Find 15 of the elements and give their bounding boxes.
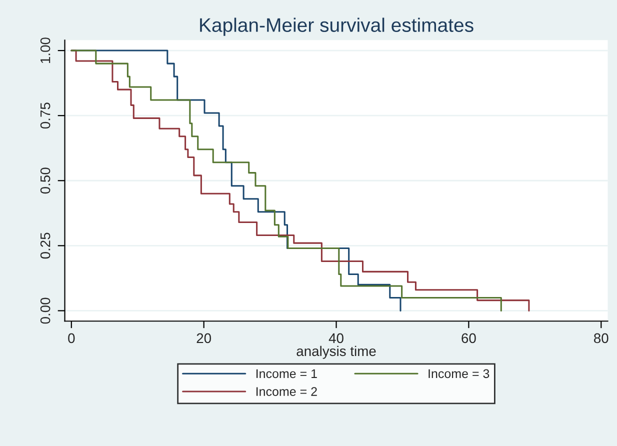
y-tick-label: 0.75 [40, 102, 50, 129]
x-tick-label: 60 [462, 333, 476, 344]
x-tick-label: 0 [68, 333, 75, 344]
legend-label: Income = 3 [428, 369, 490, 378]
y-tick-label: 0.50 [40, 168, 50, 194]
y-tick-label: 1.00 [40, 38, 50, 63]
legend-label: Income = 1 [256, 369, 317, 378]
chart-title: Kaplan-Meier survival estimates [200, 18, 474, 36]
x-tick-label: 20 [196, 333, 212, 344]
legend-label: Income = 2 [256, 387, 317, 396]
x-tick-label: 80 [594, 333, 608, 344]
y-tick-label: 0.25 [40, 232, 50, 259]
x-axis-title: analysis time [296, 346, 376, 359]
x-tick-label: 40 [328, 333, 344, 344]
y-tick-label: 0.00 [40, 298, 50, 324]
